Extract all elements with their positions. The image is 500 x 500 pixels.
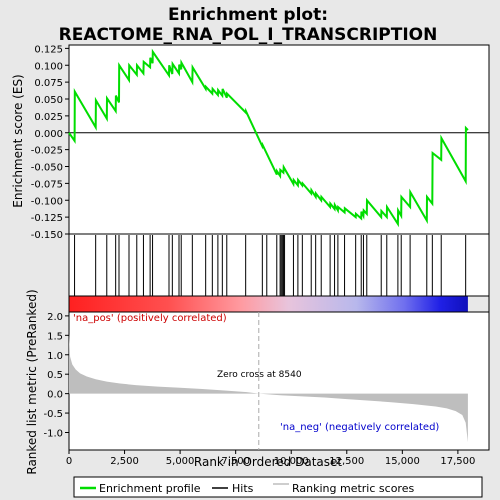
rm-y-tick-label: -1.0 bbox=[43, 429, 63, 440]
es-y-tick-label: 0.025 bbox=[34, 112, 63, 123]
rm-y-tick-label: 0.0 bbox=[47, 390, 63, 401]
legend-ranking-label: Ranking metric scores bbox=[292, 482, 414, 495]
ranking-metric-panel: 2.0 1.5 1.0 0.5 0.0 -0.5 -1.0 0 2,500 5,000 7,500… bbox=[25, 289, 490, 475]
legend-box bbox=[73, 476, 483, 498]
es-y-tick-label: 0.125 bbox=[34, 44, 63, 55]
legend-enrichment-label: Enrichment profile bbox=[99, 482, 201, 495]
rm-y-tick-label: -0.5 bbox=[43, 409, 63, 420]
rm-y-tick-label: 0.5 bbox=[47, 370, 63, 381]
enrichment-panel: 0.125 0.100 0.075 0.050 0.025 0.000 -0.025 -0.0… bbox=[11, 44, 490, 241]
es-y-tick-label: -0.075 bbox=[31, 179, 63, 190]
x-tick-label: 7,500 bbox=[221, 456, 250, 467]
es-y-tick-label: -0.025 bbox=[31, 146, 63, 157]
enrichment-plot-area bbox=[68, 44, 490, 235]
zero-cross-label: Zero cross at 8540 bbox=[217, 370, 302, 380]
enrichment-profile-line bbox=[68, 48, 469, 228]
x-tick-label: 15,000 bbox=[385, 456, 420, 467]
ranking-y-axis-label: Ranked list metric (PreRanked) bbox=[25, 289, 39, 474]
enrichment-y-axis-label: Enrichment score (ES) bbox=[11, 74, 25, 207]
legend-hits-label: Hits bbox=[232, 482, 254, 495]
x-tick-label: 0 bbox=[66, 456, 72, 467]
es-y-tick-label: -0.150 bbox=[31, 230, 63, 241]
x-tick-label: 12,500 bbox=[329, 456, 364, 467]
hits-panel bbox=[68, 233, 490, 313]
chart-title-line2: REACTOME_RNA_POL_I_TRANSCRIPTION bbox=[59, 25, 438, 45]
x-tick-label: 17,500 bbox=[440, 456, 475, 467]
x-axis-label: Rank in Ordered Dataset bbox=[194, 455, 342, 469]
ranking-plot-area bbox=[68, 311, 490, 451]
es-y-tick-label: -0.050 bbox=[31, 163, 63, 174]
x-tick-label: 5,000 bbox=[166, 456, 195, 467]
x-tick-label: 10,000 bbox=[274, 456, 309, 467]
ranking-heatbar bbox=[69, 296, 468, 312]
chart-title-line1: Enrichment plot: bbox=[168, 5, 328, 25]
es-y-tick-label: -0.100 bbox=[31, 196, 63, 207]
es-y-tick-label: 0.100 bbox=[34, 61, 63, 72]
es-y-tick-label: -0.125 bbox=[31, 213, 63, 224]
ranking-metric-area bbox=[69, 333, 468, 443]
hits-plot-area bbox=[68, 233, 490, 297]
es-y-tick-label: 0.000 bbox=[34, 129, 63, 140]
es-y-tick-label: 0.050 bbox=[34, 95, 63, 106]
x-tick-label: 2,500 bbox=[110, 456, 139, 467]
negative-correlated-label: 'na_neg' (negatively correlated) bbox=[280, 422, 439, 433]
rm-y-tick-label: 1.0 bbox=[47, 351, 63, 362]
positive-correlated-label: 'na_pos' (positively correlated) bbox=[73, 313, 227, 324]
es-y-tick-label: 0.075 bbox=[34, 78, 63, 89]
legend: Enrichment profile Hits Ranking metric s… bbox=[73, 476, 483, 498]
rm-y-tick-label: 1.5 bbox=[47, 331, 63, 342]
rm-y-tick-label: 2.0 bbox=[47, 312, 63, 323]
